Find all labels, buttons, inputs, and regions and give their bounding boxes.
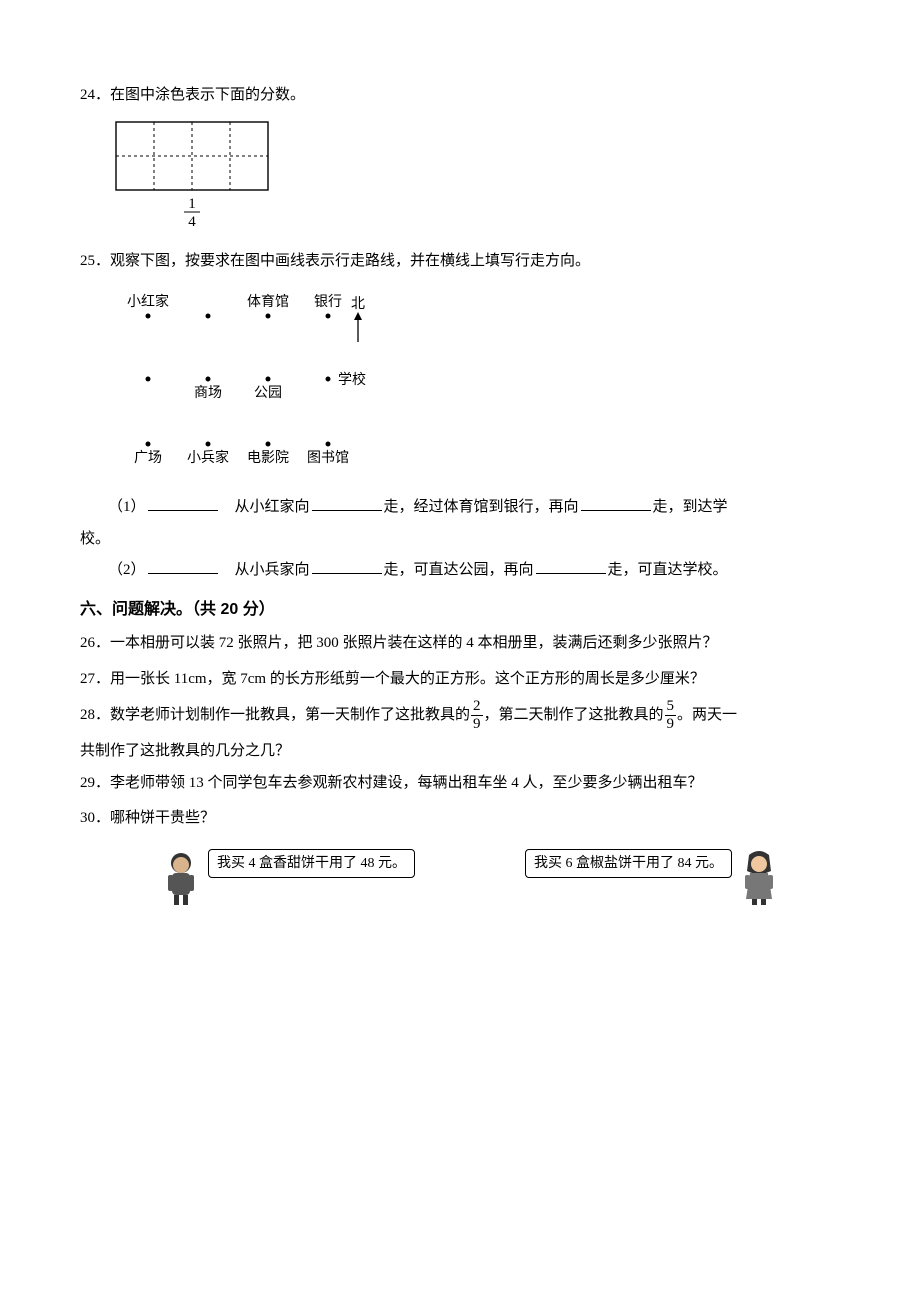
q29-num: 29 [80, 775, 95, 791]
boy-speech-box: 我买 4 盒香甜饼干用了 48 元。 [208, 849, 415, 879]
q27-num: 27 [80, 671, 95, 687]
section-6-title: 六、问题解决。（共 20 分） [80, 593, 840, 627]
svg-text:公园: 公园 [254, 386, 282, 401]
q25-sub1-pre: （1） [108, 499, 146, 515]
q25-sub1-a: 从小红家向 [235, 499, 310, 515]
fraction-grid-figure: 14 [108, 118, 278, 228]
q25-sub2: （2） 从小兵家向 走，可直达公园，再向 走，可直达学校。 [80, 555, 840, 587]
q25-sub2-b: 走，可直达公园，再向 [384, 562, 534, 578]
q28-c: 。两天一 [677, 707, 737, 723]
blank[interactable] [148, 558, 218, 574]
q25-sub2-pre: （2） [108, 562, 146, 578]
q25-map: 小红家 体育馆 银行商场 公园 学校广场 小兵家 电影院 图书馆 北 [108, 284, 840, 487]
question-28: 28．数学老师计划制作一批教具，第一天制作了这批教具的29，第二天制作了这批教具… [80, 699, 840, 732]
q25-sub2-a: 从小兵家向 [235, 562, 310, 578]
q29-text: ．李老师带领 13 个同学包车去参观新农村建设，每辆出租车坐 4 人，至少要多少… [95, 775, 703, 791]
svg-text:图书馆: 图书馆 [307, 450, 349, 466]
q26-num: 26 [80, 635, 95, 651]
q25-sub1: （1） 从小红家向 走，经过体育馆到银行，再向 走，到达学 [80, 492, 840, 524]
question-27: 27．用一张长 11cm，宽 7cm 的长方形纸剪一个最大的正方形。这个正方形的… [80, 664, 840, 696]
blank[interactable] [536, 558, 606, 574]
girl-speech-box: 我买 6 盒椒盐饼干用了 84 元。 [525, 849, 732, 879]
q25-sub1-b: 走，经过体育馆到银行，再向 [384, 499, 579, 515]
svg-text:北: 北 [351, 296, 365, 312]
question-25: 25．观察下图，按要求在图中画线表示行走路线，并在横线上填写行走方向。 [80, 246, 840, 278]
q25-sub1-tail: 校。 [80, 524, 840, 556]
q28-num: 28 [80, 707, 95, 723]
q30-text: ．哪种饼干贵些？ [95, 810, 215, 826]
svg-text:广场: 广场 [134, 450, 162, 466]
svg-text:银行: 银行 [314, 294, 342, 310]
q28-b: ，第二天制作了这批教具的 [484, 707, 664, 723]
q25-num: 25 [80, 253, 95, 269]
svg-text:电影院: 电影院 [247, 450, 289, 466]
svg-text:体育馆: 体育馆 [247, 294, 289, 310]
boy-avatar-icon [160, 849, 202, 905]
map-figure: 小红家 体育馆 银行商场 公园 学校广场 小兵家 电影院 图书馆 北 [108, 284, 398, 474]
svg-text:4: 4 [188, 214, 196, 228]
q24-figure: 14 [108, 118, 840, 241]
blank[interactable] [312, 495, 382, 511]
boy-speech-item: 我买 4 盒香甜饼干用了 48 元。 [160, 849, 415, 905]
girl-avatar-icon [738, 849, 780, 905]
blank[interactable] [581, 495, 651, 511]
q26-text: ．一本相册可以装 72 张照片，把 300 张照片装在这样的 4 本相册里，装满… [95, 635, 718, 651]
q25-text: ．观察下图，按要求在图中画线表示行走路线，并在横线上填写行走方向。 [95, 253, 590, 269]
girl-speech-item: 我买 6 盒椒盐饼干用了 84 元。 [525, 849, 780, 905]
fraction-2-9: 29 [471, 699, 483, 732]
q30-speech-row: 我买 4 盒香甜饼干用了 48 元。 我买 6 盒椒盐饼干用了 84 元。 [160, 849, 840, 905]
question-29: 29．李老师带领 13 个同学包车去参观新农村建设，每辆出租车坐 4 人，至少要… [80, 768, 840, 800]
q25-sub1-c: 走，到达学 [653, 499, 728, 515]
q25-sub2-c: 走，可直达学校。 [608, 562, 728, 578]
question-26: 26．一本相册可以装 72 张照片，把 300 张照片装在这样的 4 本相册里，… [80, 628, 840, 660]
q28-a: ．数学老师计划制作一批教具，第一天制作了这批教具的 [95, 707, 470, 723]
q27-text: ．用一张长 11cm，宽 7cm 的长方形纸剪一个最大的正方形。这个正方形的周长… [95, 671, 705, 687]
q30-num: 30 [80, 810, 95, 826]
svg-text:小兵家: 小兵家 [187, 449, 229, 466]
svg-text:商场: 商场 [194, 385, 222, 401]
question-24: 24．在图中涂色表示下面的分数。 [80, 80, 840, 112]
blank[interactable] [312, 558, 382, 574]
q28-tail: 共制作了这批教具的几分之几？ [80, 736, 840, 768]
question-30: 30．哪种饼干贵些？ [80, 803, 840, 835]
svg-text:1: 1 [188, 196, 196, 212]
q24-text: ．在图中涂色表示下面的分数。 [95, 87, 305, 103]
q24-num: 24 [80, 87, 95, 103]
fraction-5-9: 59 [665, 699, 677, 732]
svg-text:学校: 学校 [338, 371, 366, 388]
blank[interactable] [148, 495, 218, 511]
svg-text:小红家: 小红家 [127, 293, 169, 310]
